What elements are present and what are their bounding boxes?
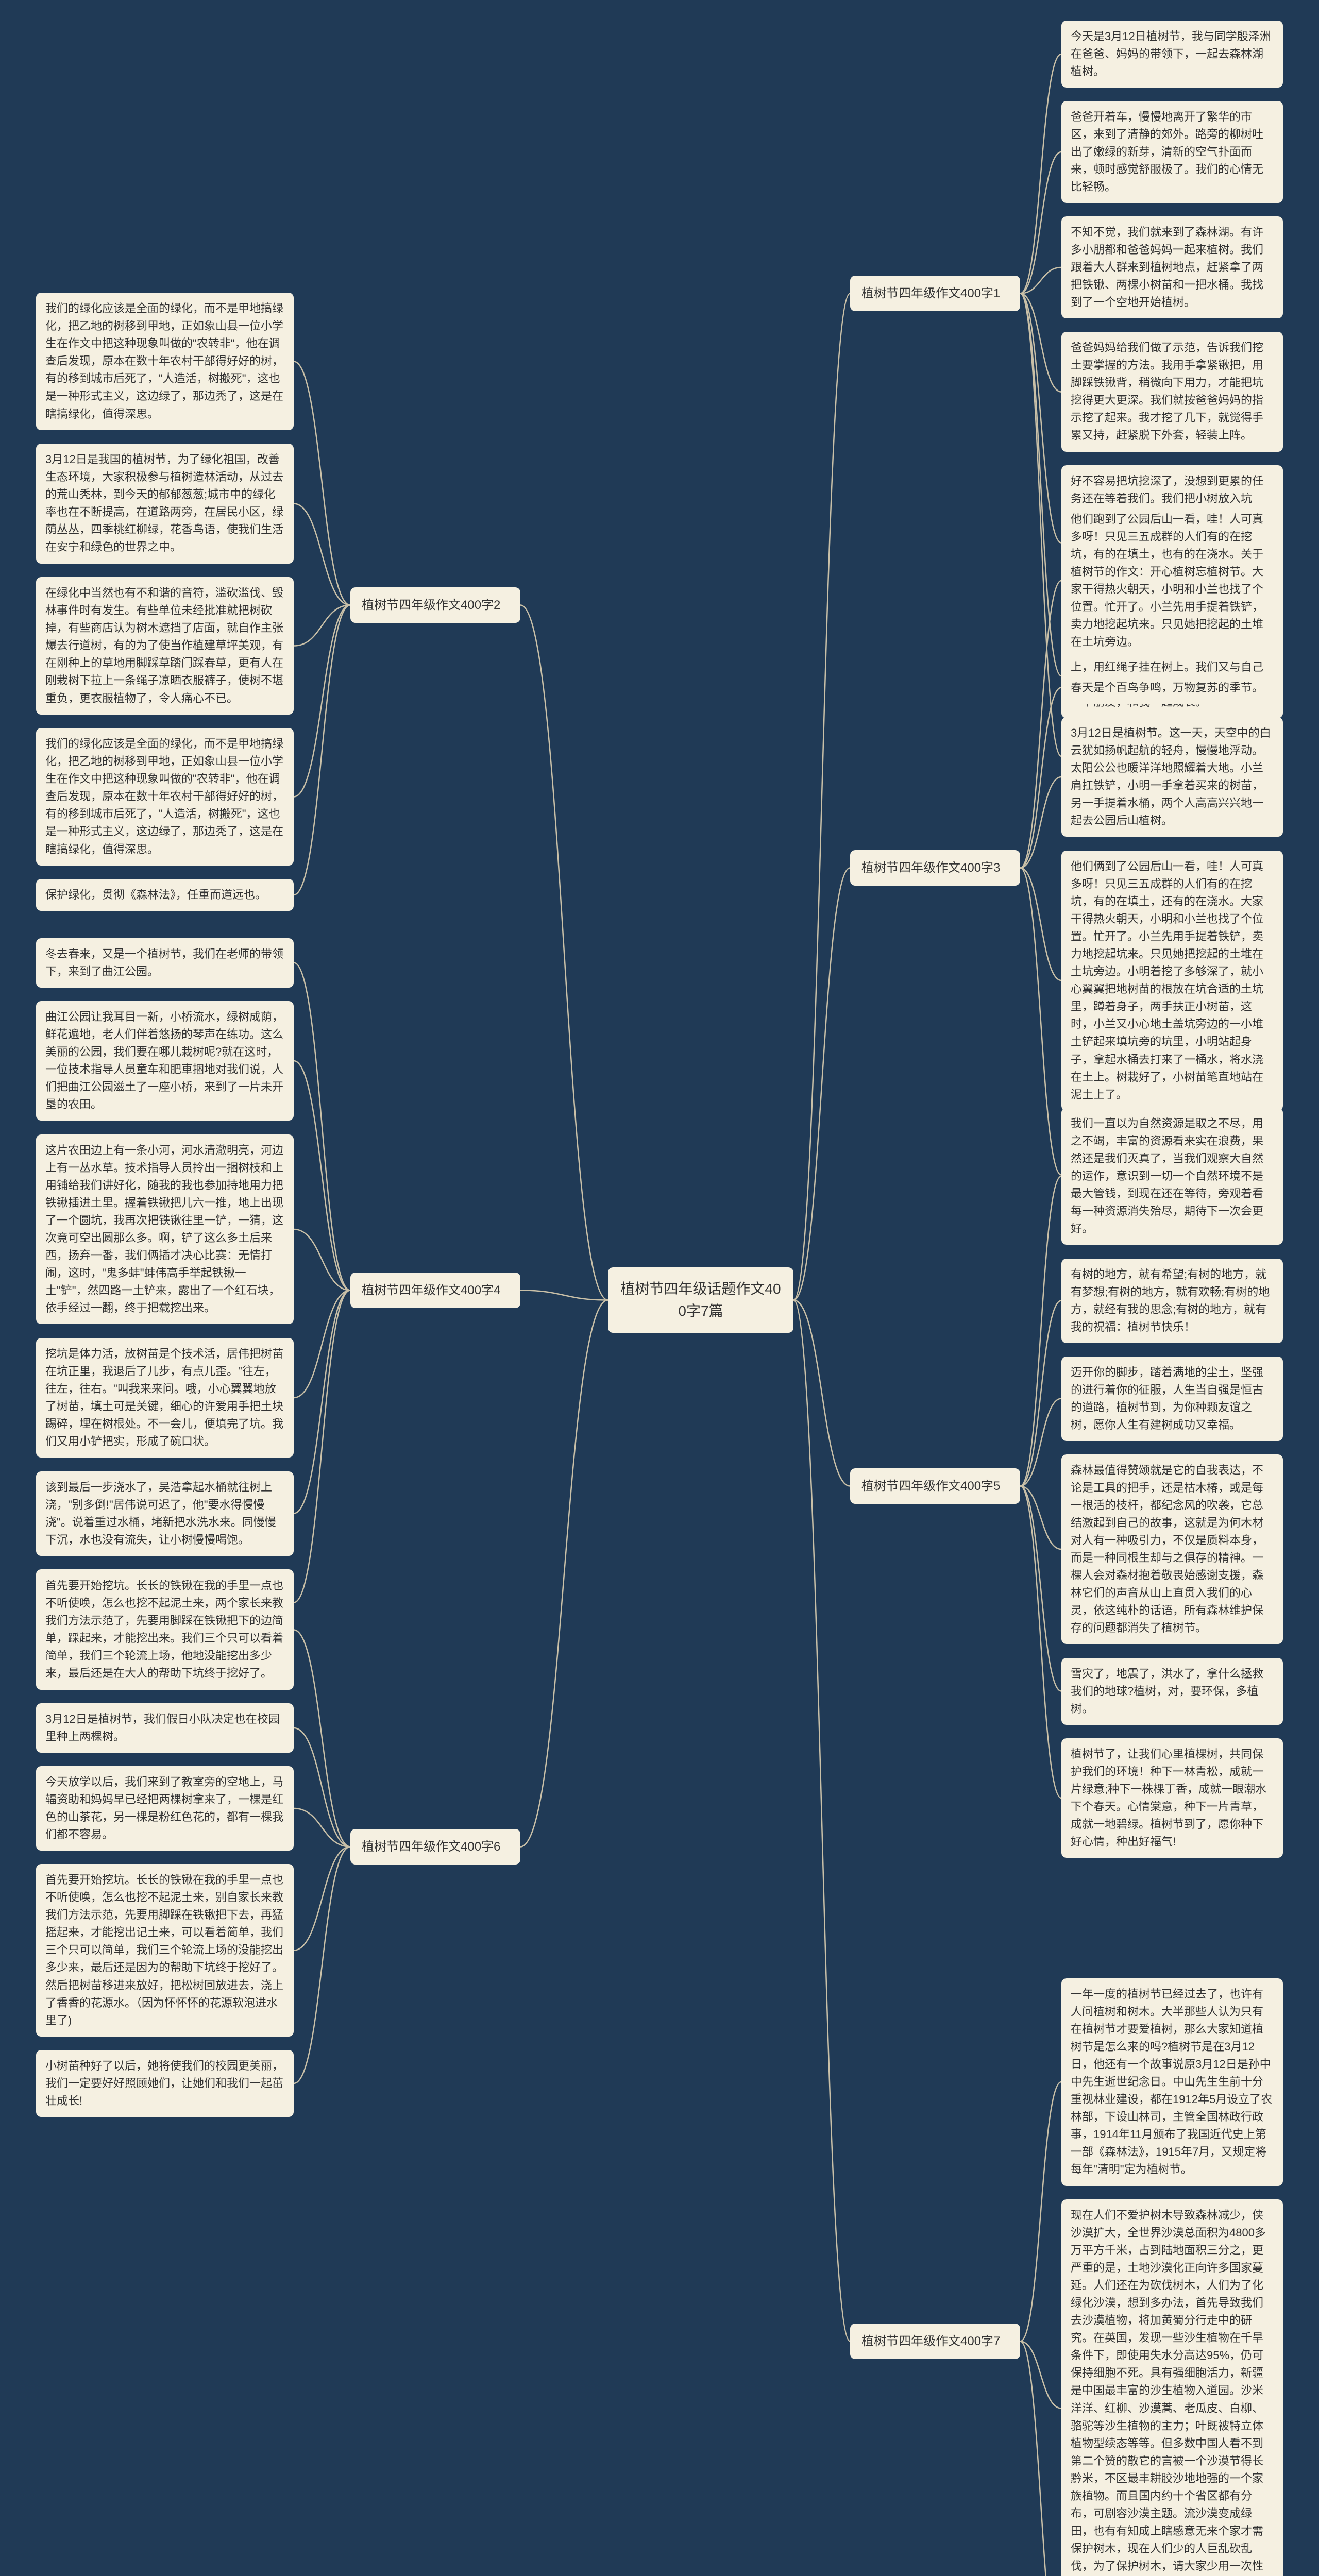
- connector-path: [1020, 1176, 1061, 1486]
- leaf-node: 爸爸妈妈给我们做了示范，告诉我们挖土要掌握的方法。我用手拿紧锹把，用脚踩铁锹背，…: [1061, 332, 1283, 452]
- connector-path: [294, 1291, 350, 1603]
- connector-path: [294, 362, 350, 605]
- branch-node: 植树节四年级作文400字2: [350, 587, 520, 623]
- connector-path: [1020, 581, 1061, 868]
- connector-path: [1020, 294, 1061, 757]
- connector-path: [294, 605, 350, 895]
- connector-path: [1020, 1301, 1061, 1486]
- leaf-node: 首先要开始挖坑。长长的铁锹在我的手里一点也不听使唤，怎么也挖不起泥土来，两个家长…: [36, 1570, 294, 1690]
- connector-path: [294, 1630, 350, 1847]
- connector-path: [1020, 868, 1061, 1175]
- connector-path: [1020, 152, 1061, 294]
- connector-path: [294, 1229, 350, 1291]
- connector-path: [294, 504, 350, 605]
- center-node: 植树节四年级话题作文400字7篇: [608, 1267, 793, 1333]
- branch-node: 植树节四年级作文400字5: [850, 1468, 1020, 1504]
- branch-node: 植树节四年级作文400字3: [850, 850, 1020, 886]
- leaf-node: 雪灾了，地震了，洪水了，拿什么拯救我们的地球?植树，对，要环保，多植树。: [1061, 1658, 1283, 1725]
- branch-node: 植树节四年级作文400字7: [850, 2324, 1020, 2359]
- branch-node: 植树节四年级作文400字6: [350, 1829, 520, 1865]
- leaf-node: 他们跑到了公园后山一看，哇！人可真多呀！只见三五成群的人们有的在挖坑，有的在填土…: [1061, 503, 1283, 658]
- connector-path: [1020, 2342, 1061, 2576]
- connector-path: [1020, 54, 1061, 294]
- leaf-node: 3月12日是植树节，我们假日小队决定也在校园里种上两棵树。: [36, 1703, 294, 1753]
- connector-path: [1020, 294, 1061, 676]
- leaf-node: 今天放学以后，我们来到了教室旁的空地上，马辐资助和妈妈早已经把两棵树拿来了，一棵…: [36, 1766, 294, 1851]
- connector-path: [793, 1300, 850, 1486]
- connector-path: [1020, 2342, 1061, 2409]
- connector-path: [1020, 1486, 1061, 1550]
- connector-path: [294, 605, 350, 797]
- leaf-node: 植树节了，让我们心里植棵树，共同保护我们的环境！种下一林青松，成就一片绿意;种下…: [1061, 1738, 1283, 1858]
- leaf-node: 现在人们不爱护树木导致森林减少，侠沙漠扩大，全世界沙漠总面积为4800多万平方千…: [1061, 2199, 1283, 2576]
- leaf-node: 春天是个百鸟争鸣，万物复苏的季节。: [1061, 672, 1283, 704]
- connector-path: [1020, 267, 1061, 294]
- leaf-node: 冬去春来，又是一个植树节，我们在老师的带领下，来到了曲江公园。: [36, 938, 294, 988]
- mindmap-canvas: 植树节四年级话题作文400字7篇 植树节四年级作文400字1 植树节四年级作文400…: [0, 0, 1319, 2576]
- leaf-node: 3月12日是植树节。这一天，天空中的白云犹如扬帆起航的轻舟，慢慢地浮动。太阳公公…: [1061, 717, 1283, 837]
- connector-path: [294, 1728, 350, 1847]
- leaf-node: 森林最值得赞颂就是它的自我表达，不论是工具的把手，还是枯木椿，或是每一根活的枝杆…: [1061, 1454, 1283, 1645]
- connector-path: [793, 1300, 850, 2342]
- leaf-node: 我们一直以为自然资源是取之不尽，用之不竭，丰富的资源看来实在浪费，果然还是我们灭…: [1061, 1108, 1283, 1245]
- leaf-node: 他们俩到了公园后山一看，哇！人可真多呀！只见三五成群的人们有的在挖坑，有的在填土…: [1061, 851, 1283, 1111]
- leaf-node: 3月12日是我国的植树节，为了绿化祖国，改善生态环境，大家积极参与植树造林活动，…: [36, 444, 294, 564]
- connector-path: [294, 605, 350, 646]
- leaf-node: 有树的地方，就有希望;有树的地方，就有梦想;有树的地方，就有欢畅;有树的地方，就…: [1061, 1259, 1283, 1343]
- connector-path: [294, 1847, 350, 1951]
- leaf-node: 在绿化中当然也有不和谐的音符，滥砍滥伐、毁林事件时有发生。有些单位未经批准就把树…: [36, 577, 294, 715]
- leaf-node: 我们的绿化应该是全面的绿化，而不是甲地搞绿化，把乙地的树移到甲地，正如象山县一位…: [36, 728, 294, 866]
- connector-path: [294, 1291, 350, 1398]
- leaf-node: 曲江公园让我耳目一新，小桥流水，绿树成荫，鲜花遍地，老人们伴着悠扬的琴声在练功。…: [36, 1001, 294, 1121]
- leaf-node: 爸爸开着车，慢慢地离开了繁华的市区，来到了清静的郊外。路旁的柳树吐出了嫩绿的新芽…: [1061, 101, 1283, 203]
- connector-path: [1020, 2082, 1061, 2342]
- leaf-node: 一年一度的植树节已经过去了，也许有人问植树和树木。大半那些人认为只有在植树节才要…: [1061, 1978, 1283, 2186]
- connector-path: [294, 1291, 350, 1514]
- connector-path: [1020, 294, 1061, 543]
- branch-node: 植树节四年级作文400字1: [850, 276, 1020, 311]
- leaf-node: 首先要开始挖坑。长长的铁锹在我的手里一点也不听使唤，怎么也挖不起泥土来，别自家长…: [36, 1864, 294, 2037]
- leaf-node: 不知不觉，我们就来到了森林湖。有许多小朋都和爸爸妈妈一起来植树。我们跟着大人群来…: [1061, 216, 1283, 318]
- branch-node: 植树节四年级作文400字4: [350, 1273, 520, 1308]
- connector-path: [1020, 1486, 1061, 1691]
- connector-path: [294, 1808, 350, 1847]
- connector-path: [1020, 1399, 1061, 1486]
- connector-path: [294, 1847, 350, 2084]
- leaf-node: 保护绿化，贯彻《森林法》，任重而道远也。: [36, 879, 294, 911]
- connector-path: [1020, 777, 1061, 868]
- leaf-node: 迈开你的脚步，踏着满地的尘土，坚强的进行着你的征服，人生当自强是恒古的道路，植树…: [1061, 1357, 1283, 1441]
- leaf-node: 挖坑是体力活，放树苗是个技术活，居伟把树苗在坑正里，我退后了儿步，有点儿歪。"往…: [36, 1338, 294, 1458]
- connector-path: [1020, 868, 1061, 981]
- connector-path: [1020, 1486, 1061, 1799]
- connector-path: [294, 963, 350, 1291]
- connector-path: [520, 1300, 608, 1847]
- connector-path: [520, 605, 608, 1300]
- leaf-node: 该到最后一步浇水了，吴浩拿起水桶就往树上浇，"别多倒!"居伟说可迟了，他"要水得…: [36, 1471, 294, 1556]
- connector-path: [520, 1291, 608, 1300]
- connector-path: [1020, 294, 1061, 392]
- connector-path: [793, 294, 850, 1300]
- connector-path: [294, 1061, 350, 1291]
- leaf-node: 今天是3月12日植树节，我与同学殷泽洲在爸爸、妈妈的带领下，一起去森林湖植树。: [1061, 21, 1283, 88]
- leaf-node: 这片农田边上有一条小河，河水清澈明亮，河边上有一丛水草。技术指导人员拎出一捆树枝…: [36, 1134, 294, 1325]
- leaf-node: 小树苗种好了以后，她将使我们的校园更美丽，我们一定要好好照顾她们，让她们和我们一…: [36, 2050, 294, 2117]
- connector-path: [793, 868, 850, 1300]
- connector-path: [1020, 688, 1061, 868]
- leaf-node: 我们的绿化应该是全面的绿化，而不是甲地搞绿化，把乙地的树移到甲地，正如象山县一位…: [36, 293, 294, 430]
